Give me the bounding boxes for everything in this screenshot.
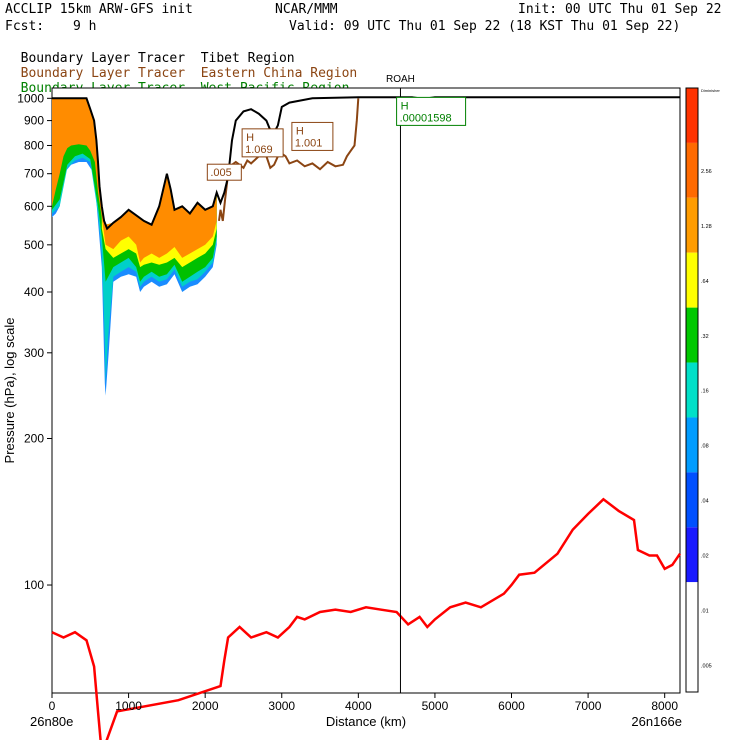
- colorbar-label: .16: [701, 389, 709, 395]
- extremum-label-text: .005: [210, 167, 231, 179]
- colorbar-segment: [686, 637, 698, 692]
- colorbar-label: 2.56: [701, 169, 712, 175]
- x-tick-label: 2000: [192, 699, 219, 713]
- colorbar-segment: [686, 197, 698, 253]
- extremum-label-text: 1.069: [245, 144, 273, 156]
- y-tick-label: 500: [24, 238, 44, 252]
- y-tick-label: 1000: [17, 91, 44, 105]
- colorbar-label: .005: [701, 663, 712, 669]
- tracer-region: Eastern China Region: [200, 66, 358, 81]
- end-label: 26n166e: [631, 714, 682, 729]
- colorbar-segment: [686, 307, 698, 363]
- y-tick-label: 900: [24, 114, 44, 128]
- fcst-value: 9 h: [73, 19, 97, 34]
- colorbar-segment: [686, 88, 698, 143]
- start-label: 26n80e: [30, 714, 73, 729]
- tracer-prefix: Boundary Layer Tracer: [20, 66, 186, 81]
- extremum-label-text: H: [401, 100, 409, 112]
- colorbar-segment: [686, 252, 698, 308]
- tracer-band-4: [52, 98, 217, 263]
- y-tick-label: 200: [24, 432, 44, 446]
- surface-line: [52, 96, 680, 231]
- model-title: ACCLIP 15km ARW-GFS init: [5, 2, 193, 17]
- extremum-label-box: [291, 121, 334, 151]
- y-tick-label: 100: [24, 578, 44, 592]
- colorbar-segment: [686, 417, 698, 473]
- colorbar-segment: [686, 472, 698, 528]
- x-tick-label: 0: [49, 699, 56, 713]
- y-tick-label: 400: [24, 285, 44, 299]
- y-tick-label: 600: [24, 199, 44, 213]
- extremum-label-text: .00001598: [400, 112, 452, 124]
- y-tick-label: 300: [24, 346, 44, 360]
- extremum-label-text: H: [246, 132, 254, 144]
- colorbar-segment: [686, 527, 698, 583]
- colorbar-label: .64: [701, 279, 709, 285]
- colorbar-label: .32: [701, 334, 709, 340]
- colorbar-label: 1.28: [701, 224, 712, 230]
- colorbar-label: .02: [701, 553, 709, 559]
- colorbar-segment: [686, 362, 698, 418]
- extremum-label-box: [241, 128, 284, 158]
- colorbar-segment: [686, 142, 698, 198]
- x-tick-label: 1000: [115, 699, 142, 713]
- tracer-legend-eastern-china: Boundary Layer Tracer Eastern China Regi…: [5, 51, 358, 81]
- colorbar-label: .04: [701, 499, 709, 505]
- tracer-region: Tibet Region: [200, 51, 295, 66]
- plot-frame: [51, 87, 681, 694]
- x-tick-label: 7000: [575, 699, 602, 713]
- x-tick-label: 5000: [422, 699, 449, 713]
- marker-label: ROAH: [386, 74, 415, 85]
- x-axis-label: Distance (km): [326, 714, 406, 729]
- org-label: NCAR/MMM: [275, 2, 338, 17]
- x-tick-label: 8000: [651, 699, 678, 713]
- x-tick-label: 4000: [345, 699, 372, 713]
- init-time: Init: 00 UTC Thu 01 Sep 22: [518, 2, 722, 17]
- tracer-legend-tibet: Boundary Layer Tracer Tibet Region: [5, 36, 295, 66]
- colorbar-label: Diminisher: [701, 88, 721, 93]
- tracer-prefix: Boundary Layer Tracer: [20, 51, 186, 66]
- colorbar-label: .01: [701, 608, 709, 614]
- extremum-label-box: [206, 163, 242, 181]
- y-tick-label: 800: [24, 138, 44, 152]
- x-tick-label: 3000: [268, 699, 295, 713]
- tropopause-line: [51, 497, 682, 740]
- extremum-label-text: 1.001: [295, 137, 323, 149]
- fcst-label: Fcst:: [5, 19, 45, 34]
- valid-time: Valid: 09 UTC Thu 01 Sep 22 (18 KST Thu …: [289, 19, 681, 34]
- y-axis-label: Pressure (hPa), log scale: [2, 318, 17, 464]
- colorbar-label: .08: [701, 444, 709, 450]
- colorbar-segment: [686, 582, 698, 638]
- x-tick-label: 6000: [498, 699, 525, 713]
- colorbar-frame: [685, 87, 699, 693]
- extremum-label-box: [396, 96, 467, 126]
- extremum-label-text: H: [296, 125, 304, 137]
- y-tick-label: 700: [24, 167, 44, 181]
